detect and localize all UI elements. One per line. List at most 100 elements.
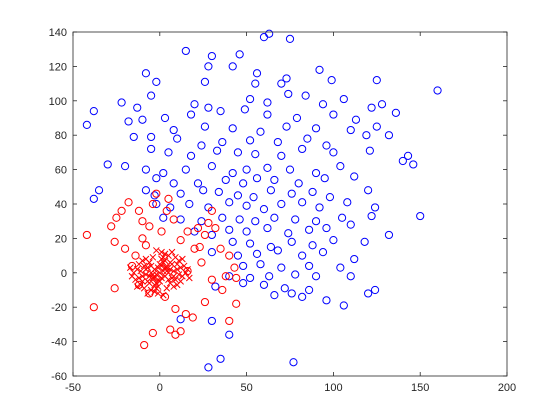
blue-circle-point bbox=[256, 260, 265, 269]
x-marker-point bbox=[142, 266, 150, 273]
blue-circle-point bbox=[266, 242, 276, 252]
x-marker-point bbox=[159, 253, 167, 261]
blue-circle-point bbox=[251, 217, 260, 226]
blue-circle-point bbox=[256, 127, 265, 136]
x-marker-point bbox=[179, 255, 186, 263]
blue-circle-point bbox=[204, 103, 213, 112]
x-marker-point bbox=[175, 257, 183, 265]
blue-circle-point bbox=[228, 124, 237, 133]
red-circle-point bbox=[162, 206, 171, 215]
blue-circle-point bbox=[367, 103, 376, 112]
x-marker-point bbox=[156, 260, 164, 268]
blue-circle-point bbox=[372, 76, 381, 85]
red-circle-point bbox=[221, 272, 230, 281]
blue-circle-point bbox=[284, 229, 293, 238]
blue-circle-point bbox=[360, 237, 369, 246]
blue-circle-point bbox=[351, 115, 361, 124]
blue-circle-point bbox=[233, 191, 243, 200]
x-marker-point bbox=[166, 266, 174, 273]
red-circle-point bbox=[190, 244, 199, 253]
blue-circle-point bbox=[245, 273, 255, 283]
red-circle-point bbox=[82, 230, 91, 240]
red-circle-point bbox=[141, 241, 151, 250]
red-circle-point bbox=[218, 285, 227, 295]
blue-circle-point bbox=[273, 246, 282, 255]
blue-circle-point bbox=[239, 279, 248, 288]
red-circle-point bbox=[232, 299, 241, 308]
blue-circle-point bbox=[409, 160, 418, 169]
red-circle-point bbox=[124, 198, 133, 207]
red-circle-point bbox=[110, 237, 119, 246]
x-marker-point bbox=[163, 284, 171, 292]
x-marker-point bbox=[140, 262, 148, 270]
blue-circle-point bbox=[329, 236, 338, 245]
blue-circle-point bbox=[225, 225, 234, 234]
y-tick-label: -20 bbox=[51, 302, 67, 314]
x-marker-point bbox=[151, 274, 158, 282]
red-circle-point bbox=[148, 199, 157, 209]
blue-circle-point bbox=[82, 120, 91, 129]
blue-circle-point bbox=[285, 34, 295, 43]
blue-circle-point bbox=[372, 122, 381, 131]
red-circle-point bbox=[200, 230, 210, 240]
red-circle-point bbox=[176, 327, 185, 336]
blue-circle-point bbox=[318, 100, 328, 109]
blue-circle-point bbox=[270, 291, 279, 300]
blue-circle-point bbox=[228, 237, 237, 246]
red-circle-point bbox=[110, 284, 119, 293]
blue-circle-point bbox=[245, 94, 255, 104]
blue-circle-point bbox=[186, 151, 196, 160]
blue-circle-point bbox=[240, 105, 249, 114]
blue-circle-point bbox=[89, 194, 98, 203]
blue-circle-point bbox=[370, 285, 380, 295]
x-marker-point bbox=[142, 255, 150, 263]
blue-circle-point bbox=[216, 354, 225, 363]
blue-circle-point bbox=[367, 211, 376, 221]
blue-circle-point bbox=[239, 261, 248, 271]
red-circle-point bbox=[181, 309, 190, 319]
blue-circle-point bbox=[207, 248, 216, 257]
x-marker-point bbox=[130, 269, 138, 277]
blue-circle-point bbox=[228, 62, 237, 71]
x-marker-point bbox=[170, 267, 178, 275]
blue-circle-point bbox=[433, 86, 442, 95]
blue-circle-point bbox=[364, 289, 373, 298]
blue-circle-point bbox=[263, 98, 272, 107]
y-tick-label: 120 bbox=[49, 61, 67, 73]
x-marker-point bbox=[165, 276, 172, 284]
blue-circle-point bbox=[235, 215, 244, 224]
blue-circle-point bbox=[315, 65, 324, 74]
blue-circle-point bbox=[141, 69, 151, 78]
blue-circle-point bbox=[277, 79, 286, 88]
red-circle-point bbox=[120, 244, 130, 253]
blue-circle-point bbox=[176, 189, 185, 198]
blue-circle-point bbox=[287, 289, 296, 298]
x-tick-label: 100 bbox=[324, 382, 342, 394]
blue-circle-point bbox=[173, 134, 182, 143]
blue-circle-point bbox=[294, 179, 303, 188]
blue-circle-point bbox=[304, 285, 314, 295]
x-marker-point bbox=[170, 283, 178, 290]
red-circle-point bbox=[152, 189, 161, 198]
blue-circle-point bbox=[322, 223, 331, 233]
blue-circle-point bbox=[228, 168, 237, 178]
blue-circle-point bbox=[141, 186, 151, 195]
red-circle-point bbox=[89, 303, 98, 312]
blue-circle-point bbox=[315, 203, 324, 212]
blue-circle-point bbox=[291, 215, 300, 224]
x-tick-label: 150 bbox=[411, 382, 429, 394]
red-circle-point bbox=[195, 242, 204, 252]
blue-circle-point bbox=[259, 33, 269, 42]
blue-circle-point bbox=[193, 179, 203, 188]
blue-circle-point bbox=[329, 148, 338, 157]
x-marker-point bbox=[185, 274, 193, 282]
red-circle-point bbox=[131, 251, 140, 260]
blue-circle-point bbox=[214, 187, 223, 197]
blue-circle-point bbox=[325, 193, 335, 202]
blue-circle-point bbox=[190, 100, 199, 109]
blue-circle-point bbox=[242, 227, 251, 236]
blue-circle-point bbox=[266, 186, 276, 195]
y-tick-label: 0 bbox=[61, 268, 67, 280]
blue-circle-point bbox=[364, 186, 373, 195]
